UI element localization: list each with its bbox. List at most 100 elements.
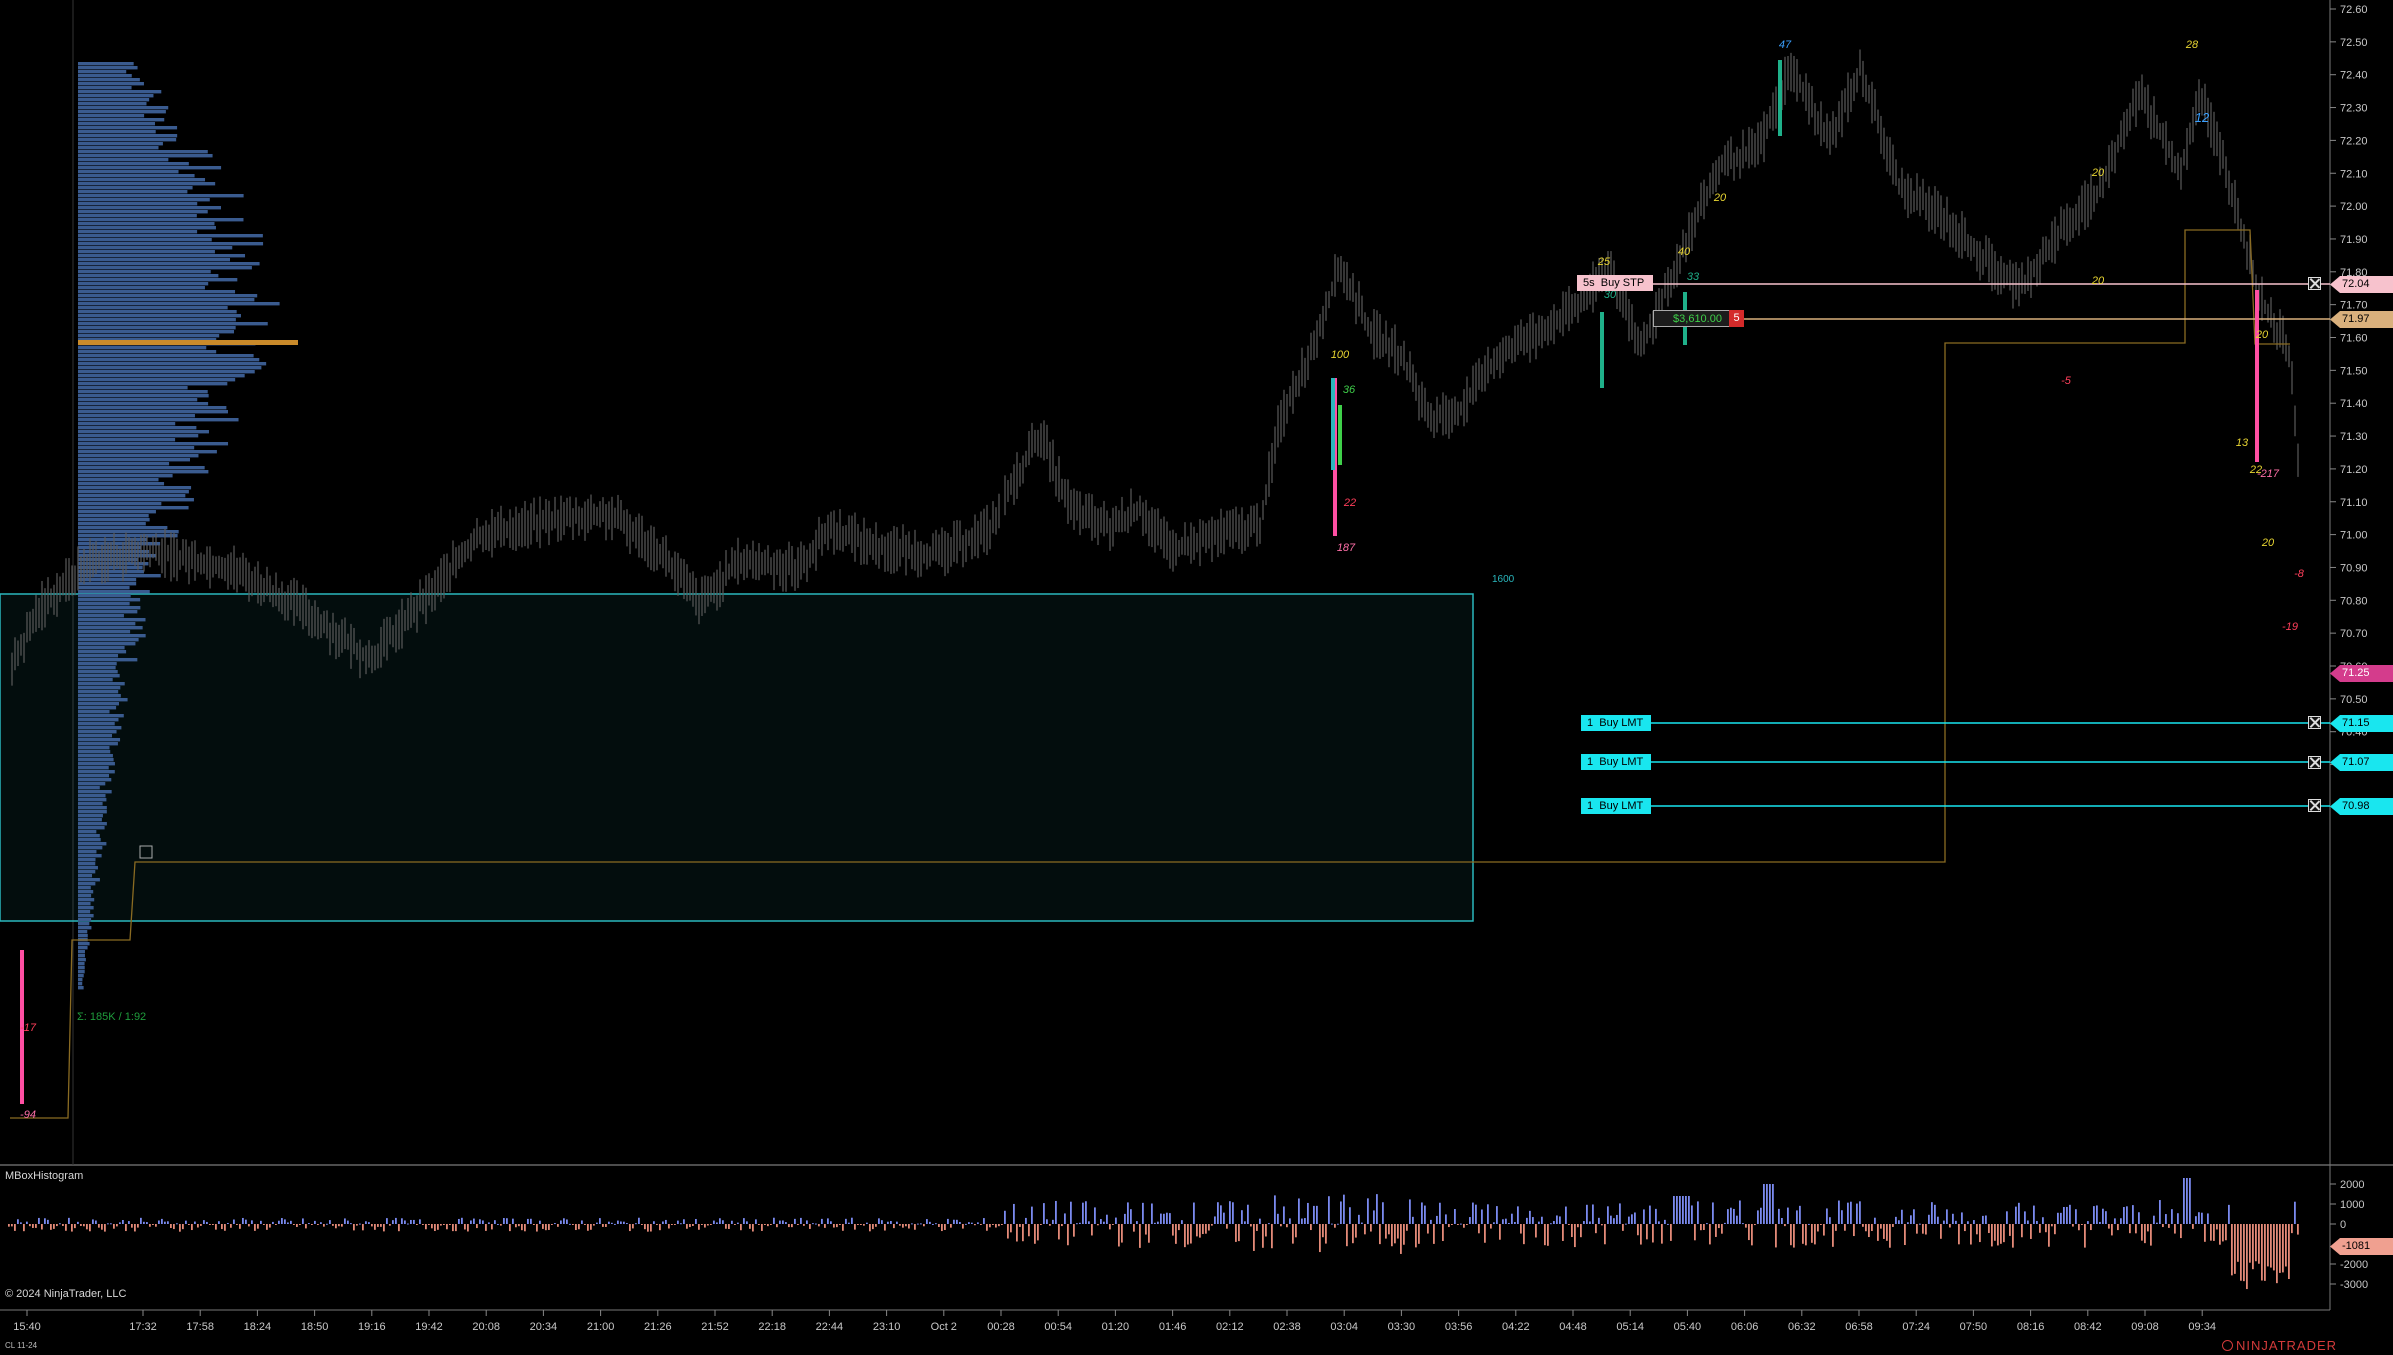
histogram-bar bbox=[947, 1218, 949, 1224]
histogram-bar bbox=[2237, 1224, 2239, 1262]
annotation-label: -8 bbox=[2294, 568, 2305, 580]
volume-profile-bar bbox=[78, 338, 217, 342]
histogram-bar bbox=[605, 1224, 607, 1227]
histogram-bar bbox=[1436, 1215, 1438, 1224]
histogram-bar bbox=[1460, 1223, 1462, 1225]
histogram-bar bbox=[1775, 1224, 1777, 1248]
histogram-bar bbox=[137, 1224, 139, 1228]
histogram-bar bbox=[2174, 1224, 2176, 1234]
histogram-bar bbox=[1499, 1224, 1501, 1240]
histogram-bar bbox=[2288, 1224, 2290, 1280]
buy-lmt-order-tag-1[interactable]: 1 Buy LMT bbox=[1581, 715, 1651, 731]
histogram-bar bbox=[296, 1224, 298, 1227]
histogram-bar bbox=[146, 1222, 148, 1224]
histogram-bar bbox=[458, 1218, 460, 1224]
histogram-bar bbox=[2246, 1224, 2248, 1290]
histogram-bar bbox=[92, 1219, 94, 1224]
histogram-bar bbox=[2030, 1224, 2032, 1239]
histogram-bar bbox=[239, 1224, 241, 1229]
histogram-bar bbox=[254, 1224, 256, 1231]
histogram-bar bbox=[1802, 1224, 1804, 1244]
copyright-text: © 2024 NinjaTrader, LLC bbox=[5, 1288, 127, 1300]
volume-profile-bar bbox=[78, 806, 107, 810]
histogram-bar bbox=[1541, 1216, 1543, 1224]
histogram-bar bbox=[1322, 1224, 1324, 1238]
price-candles bbox=[11, 49, 2299, 686]
histogram-bar bbox=[2021, 1224, 2023, 1238]
histogram-bar bbox=[2051, 1224, 2053, 1227]
histogram-bar bbox=[1838, 1200, 1840, 1224]
price-axis-label: 71.50 bbox=[2340, 365, 2368, 377]
histogram-bar bbox=[1472, 1202, 1474, 1224]
histogram-bar bbox=[1952, 1213, 1954, 1224]
volume-profile-bar bbox=[78, 618, 146, 622]
histogram-bar bbox=[1901, 1209, 1903, 1224]
cancel-order-button[interactable] bbox=[2308, 756, 2321, 769]
histogram-bar bbox=[1883, 1224, 1885, 1239]
histogram-bar bbox=[1166, 1212, 1168, 1224]
histogram-bar bbox=[1874, 1217, 1876, 1224]
histogram-bar bbox=[329, 1220, 331, 1224]
histogram-bar bbox=[470, 1220, 472, 1224]
histogram-bar bbox=[251, 1220, 253, 1224]
histogram-bar bbox=[944, 1224, 946, 1230]
histogram-bar bbox=[284, 1219, 286, 1224]
volume-profile-bar bbox=[78, 874, 93, 878]
volume-profile-bar bbox=[78, 830, 97, 834]
histogram-bar bbox=[1634, 1212, 1636, 1224]
histogram-bar bbox=[221, 1224, 223, 1230]
volume-profile-bar bbox=[78, 686, 121, 690]
histogram-bar bbox=[1607, 1206, 1609, 1224]
time-axis-label: 00:28 bbox=[987, 1321, 1015, 1333]
volume-profile-bar bbox=[78, 322, 268, 326]
histogram-bar bbox=[1721, 1224, 1723, 1234]
histogram-bar bbox=[2294, 1201, 2296, 1224]
histogram-bar bbox=[1562, 1224, 1564, 1241]
histogram-bar bbox=[1097, 1224, 1099, 1226]
histogram-bar bbox=[1988, 1224, 1990, 1234]
buy-stp-order-tag[interactable]: 5s Buy STP bbox=[1577, 275, 1653, 291]
volume-profile-bar bbox=[78, 662, 117, 666]
histogram-bar bbox=[1664, 1219, 1666, 1224]
histogram-bar bbox=[185, 1220, 187, 1224]
histogram-bar bbox=[1505, 1218, 1507, 1224]
cancel-order-button[interactable] bbox=[2308, 716, 2321, 729]
histogram-bar bbox=[755, 1219, 757, 1224]
histogram-bar bbox=[761, 1224, 763, 1231]
histogram-bar bbox=[764, 1224, 766, 1225]
position-qty[interactable]: 5 bbox=[1729, 310, 1744, 327]
cancel-order-button[interactable] bbox=[2308, 277, 2321, 290]
histogram-bar bbox=[1550, 1223, 1552, 1225]
histogram-bar bbox=[47, 1219, 49, 1224]
histogram-bar bbox=[1283, 1206, 1285, 1224]
histogram-bar bbox=[2117, 1224, 2119, 1231]
histogram-bar bbox=[398, 1224, 400, 1232]
histogram-bar bbox=[2180, 1224, 2182, 1239]
histogram-bar bbox=[545, 1224, 547, 1231]
buy-lmt-order-tag-2[interactable]: 1 Buy LMT bbox=[1581, 754, 1651, 770]
volume-profile-bar bbox=[78, 294, 258, 298]
histogram-bar bbox=[1973, 1220, 1975, 1224]
histogram-bar bbox=[2243, 1224, 2245, 1282]
cancel-order-button[interactable] bbox=[2308, 799, 2321, 812]
volume-profile-bar bbox=[78, 370, 255, 374]
histogram-bar bbox=[95, 1220, 97, 1224]
histogram-bar bbox=[407, 1223, 409, 1225]
volume-profile-bar bbox=[78, 646, 125, 650]
volume-profile-bar bbox=[78, 882, 96, 886]
histogram-axis-label: 1000 bbox=[2340, 1199, 2364, 1211]
histogram-bar bbox=[1805, 1224, 1807, 1246]
histogram-bar bbox=[530, 1218, 532, 1224]
histogram-bar bbox=[395, 1217, 397, 1224]
volume-profile-bar bbox=[78, 922, 90, 926]
histogram-bar bbox=[1511, 1213, 1513, 1224]
histogram-bar bbox=[1640, 1224, 1642, 1245]
histogram-bar bbox=[278, 1220, 280, 1224]
buy-lmt-order-tag-3[interactable]: 1 Buy LMT bbox=[1581, 798, 1651, 814]
order-label: Buy STP bbox=[1600, 277, 1645, 289]
histogram-bar bbox=[2258, 1224, 2260, 1264]
histogram-bar bbox=[440, 1224, 442, 1226]
histogram-bar bbox=[551, 1224, 553, 1225]
